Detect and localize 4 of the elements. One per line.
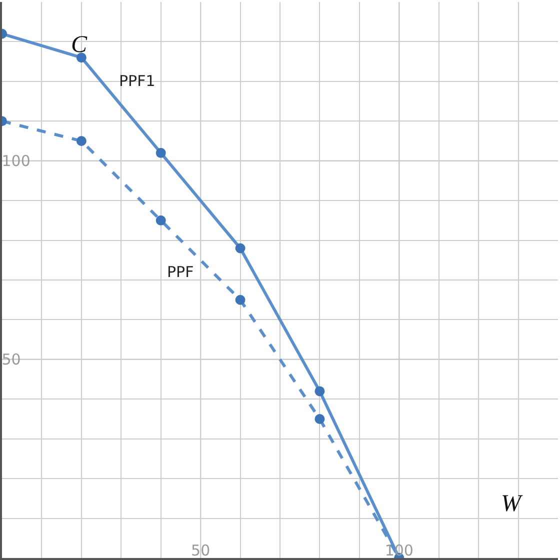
- series-label: PPF: [167, 263, 194, 281]
- x-axis-title: W: [501, 491, 523, 517]
- y-axis-title: C: [71, 32, 88, 58]
- series-label: PPF1: [119, 72, 156, 90]
